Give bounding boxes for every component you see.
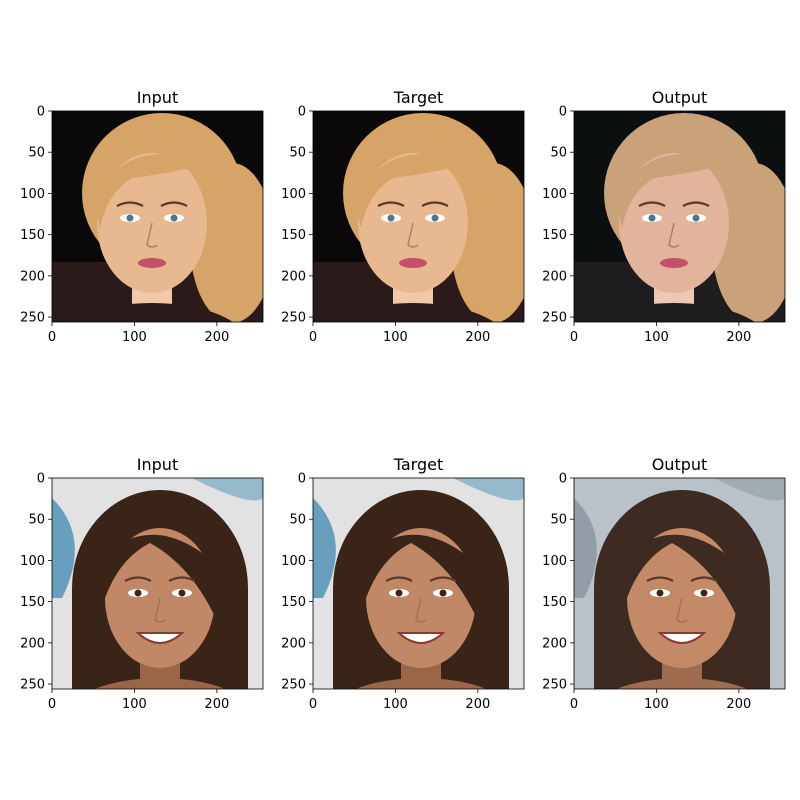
x-tick-label: 0 — [309, 697, 317, 712]
panel-title: Output — [652, 88, 708, 107]
face-image — [313, 111, 524, 322]
x-tick-label: 100 — [122, 697, 147, 712]
y-tick-label: 0 — [37, 105, 45, 120]
y-tick-label: 100 — [542, 187, 567, 202]
x-tick-label: 100 — [383, 330, 408, 345]
y-tick-label: 50 — [550, 513, 567, 528]
panel-2-2: Target 0 100 200 0 50 100 150 200 250 — [281, 455, 525, 712]
y-tick-label: 150 — [542, 595, 567, 610]
panel-title: Target — [393, 455, 444, 474]
y-tick-label: 250 — [20, 678, 45, 693]
x-tick-label: 200 — [204, 697, 229, 712]
y-tick-label: 50 — [28, 513, 45, 528]
x-tick-label: 200 — [726, 697, 751, 712]
face-image — [574, 111, 785, 322]
face-image — [313, 478, 524, 689]
y-tick-label: 100 — [542, 554, 567, 569]
y-tick-label: 50 — [28, 146, 45, 161]
y-tick-label: 50 — [550, 146, 567, 161]
y-tick-label: 200 — [542, 636, 567, 651]
x-tick-label: 100 — [644, 330, 669, 345]
y-tick-label: 150 — [542, 228, 567, 243]
y-tick-label: 250 — [20, 311, 45, 326]
y-tick-label: 200 — [281, 636, 306, 651]
panel-2-3: Output 0 100 200 0 50 100 150 200 250 — [542, 455, 786, 712]
x-tick-label: 200 — [465, 697, 490, 712]
x-tick-label: 200 — [726, 330, 751, 345]
face-image — [574, 478, 785, 689]
axes-frame — [573, 477, 786, 690]
y-tick-label: 100 — [281, 554, 306, 569]
y-tick-label: 100 — [281, 187, 306, 202]
panel-1-3: Output 0 100 200 0 50 100 150 200 250 — [542, 88, 786, 345]
face-image — [52, 111, 263, 322]
y-tick-label: 150 — [281, 228, 306, 243]
x-tick-label: 200 — [204, 330, 229, 345]
y-tick-label: 250 — [281, 678, 306, 693]
y-tick-label: 50 — [289, 146, 306, 161]
y-tick-label: 200 — [281, 269, 306, 284]
axes-frame — [312, 110, 525, 323]
panel-title: Input — [137, 88, 178, 107]
y-tick-label: 0 — [298, 472, 306, 487]
x-tick-label: 100 — [644, 697, 669, 712]
y-tick-label: 200 — [20, 269, 45, 284]
axes-frame — [51, 477, 264, 690]
y-tick-label: 200 — [542, 269, 567, 284]
panel-1-2: Target 0 100 200 0 50 100 150 200 250 — [281, 88, 525, 345]
axes-frame — [312, 477, 525, 690]
panel-title: Output — [652, 455, 708, 474]
x-tick-label: 0 — [309, 330, 317, 345]
x-tick-label: 0 — [570, 330, 578, 345]
y-tick-label: 250 — [542, 311, 567, 326]
y-tick-label: 200 — [20, 636, 45, 651]
y-tick-label: 100 — [20, 554, 45, 569]
x-tick-label: 0 — [570, 697, 578, 712]
panel-title: Input — [137, 455, 178, 474]
y-tick-label: 50 — [289, 513, 306, 528]
y-tick-label: 0 — [559, 472, 567, 487]
x-tick-label: 100 — [383, 697, 408, 712]
y-tick-label: 0 — [37, 472, 45, 487]
y-tick-label: 150 — [20, 228, 45, 243]
x-tick-label: 0 — [48, 330, 56, 345]
y-tick-label: 250 — [281, 311, 306, 326]
y-tick-label: 0 — [298, 105, 306, 120]
x-tick-label: 0 — [48, 697, 56, 712]
axes-frame — [573, 110, 786, 323]
y-tick-label: 100 — [20, 187, 45, 202]
panel-2-1: Input 0 100 200 0 50 100 150 200 250 — [20, 455, 264, 712]
y-tick-label: 0 — [559, 105, 567, 120]
axes-frame — [51, 110, 264, 323]
x-tick-label: 200 — [465, 330, 490, 345]
face-image — [52, 478, 263, 689]
panel-title: Target — [393, 88, 444, 107]
y-tick-label: 250 — [542, 678, 567, 693]
y-tick-label: 150 — [281, 595, 306, 610]
x-tick-label: 100 — [122, 330, 147, 345]
y-tick-label: 150 — [20, 595, 45, 610]
panel-1-1: Input 0 100 200 0 50 100 150 200 250 — [20, 88, 264, 345]
